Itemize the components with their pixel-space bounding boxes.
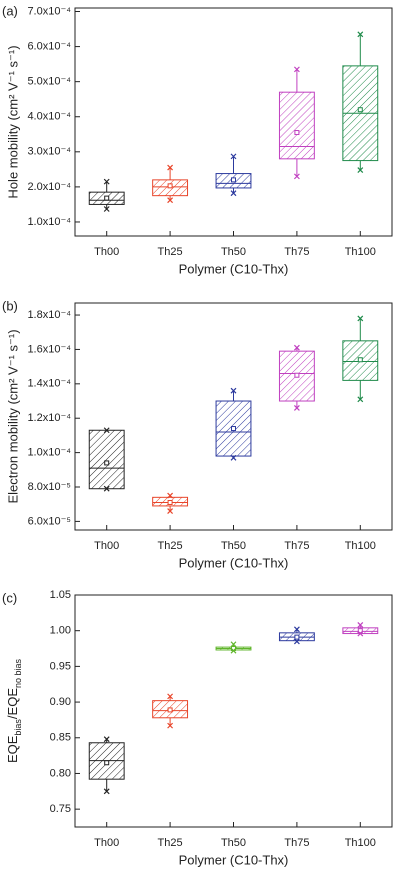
y-axis-label: EQEbias/EQEno bias bbox=[5, 658, 23, 763]
y-tick-label: 0.95 bbox=[50, 660, 71, 672]
y-tick-label: 6.0x10⁻⁴ bbox=[27, 40, 71, 52]
mean bbox=[294, 130, 300, 136]
extreme-marker bbox=[357, 396, 364, 403]
y-axis-label-part: EQE bbox=[5, 735, 20, 763]
y-tick-label: 1.2x10⁻⁴ bbox=[27, 412, 71, 424]
x-tick-label: Th00 bbox=[94, 837, 119, 849]
extreme-marker bbox=[230, 647, 237, 654]
extreme-marker bbox=[230, 153, 237, 160]
mean bbox=[167, 499, 173, 505]
y-tick-label: 3.0x10⁻⁴ bbox=[27, 146, 71, 158]
y-tick-label: 1.0x10⁻⁴ bbox=[27, 216, 71, 228]
extreme-marker bbox=[103, 427, 110, 434]
y-tick-label: 1.0x10⁻⁴ bbox=[27, 447, 71, 459]
x-tick-label: Th75 bbox=[284, 540, 309, 552]
mean bbox=[104, 195, 110, 201]
box bbox=[278, 91, 315, 160]
box bbox=[88, 429, 125, 490]
y-tick-label: 0.80 bbox=[50, 767, 71, 779]
y-axis-label-part: no bias bbox=[13, 658, 23, 688]
panel-label: (c) bbox=[2, 590, 17, 605]
extreme-marker bbox=[357, 630, 364, 637]
extreme-marker bbox=[293, 66, 300, 73]
extreme-marker bbox=[293, 173, 300, 180]
x-axis-label: Polymer (C10-Thx) bbox=[179, 852, 289, 867]
x-tick-label: Th25 bbox=[158, 540, 183, 552]
y-axis-label-part: bias bbox=[13, 719, 23, 736]
extreme-marker bbox=[167, 492, 174, 499]
x-axis-label: Polymer (C10-Thx) bbox=[179, 261, 289, 276]
extreme-marker bbox=[230, 641, 237, 648]
mean bbox=[357, 107, 363, 113]
x-tick-label: Th25 bbox=[158, 837, 183, 849]
extreme-marker bbox=[293, 344, 300, 351]
panel-label: (a) bbox=[2, 3, 18, 18]
y-axis-label: Electron mobility (cm² V⁻¹ s⁻¹) bbox=[5, 329, 20, 503]
mean bbox=[104, 760, 110, 766]
y-tick-label: 0.75 bbox=[50, 803, 71, 815]
mean bbox=[231, 426, 236, 432]
extreme-marker bbox=[103, 736, 110, 743]
extreme-marker bbox=[230, 190, 237, 197]
x-tick-label: Th25 bbox=[158, 246, 183, 258]
extreme-marker bbox=[357, 167, 364, 173]
x-tick-label: Th75 bbox=[284, 246, 309, 258]
x-tick-label: Th75 bbox=[284, 837, 309, 849]
x-tick-label: Th50 bbox=[221, 246, 246, 258]
mean bbox=[294, 372, 300, 378]
extreme-marker bbox=[103, 485, 110, 492]
x-tick-label: Th50 bbox=[221, 540, 246, 552]
mean bbox=[294, 634, 300, 640]
extreme-marker bbox=[103, 788, 110, 795]
x-tick-label: Th50 bbox=[221, 837, 246, 849]
mean bbox=[104, 460, 110, 466]
extreme-marker bbox=[293, 626, 300, 633]
mean bbox=[167, 183, 173, 189]
y-tick-label: 1.05 bbox=[50, 589, 71, 601]
mean bbox=[357, 628, 363, 634]
x-axis-label: Polymer (C10-Thx) bbox=[179, 555, 289, 570]
mean bbox=[231, 177, 236, 183]
mean bbox=[357, 357, 363, 363]
y-tick-label: 1.8x10⁻⁴ bbox=[27, 309, 71, 321]
extreme-marker bbox=[167, 197, 174, 204]
mean bbox=[167, 707, 173, 713]
extreme-marker bbox=[167, 164, 174, 171]
extreme-marker bbox=[230, 454, 237, 461]
y-tick-label: 0.90 bbox=[50, 696, 71, 708]
y-tick-label: 4.0x10⁻⁴ bbox=[27, 111, 71, 123]
y-tick-label: 7.0x10⁻⁴ bbox=[27, 5, 71, 17]
extreme-marker bbox=[103, 178, 110, 185]
x-tick-label: Th00 bbox=[94, 540, 119, 552]
extreme-marker bbox=[293, 404, 300, 411]
x-tick-label: Th00 bbox=[94, 246, 119, 258]
y-tick-label: 0.85 bbox=[50, 732, 71, 744]
extreme-marker bbox=[357, 315, 364, 322]
y-tick-label: 1.00 bbox=[50, 625, 71, 637]
panel-label: (b) bbox=[2, 298, 18, 313]
extreme-marker bbox=[167, 722, 174, 729]
x-tick-label: Th100 bbox=[345, 246, 376, 258]
y-tick-label: 2.0x10⁻⁴ bbox=[27, 181, 71, 193]
y-tick-label: 1.6x10⁻⁴ bbox=[27, 343, 71, 355]
extreme-marker bbox=[293, 638, 300, 645]
y-tick-label: 6.0x10⁻⁵ bbox=[28, 515, 71, 527]
extreme-marker bbox=[167, 508, 174, 515]
x-tick-label: Th100 bbox=[345, 540, 376, 552]
y-tick-label: 5.0x10⁻⁴ bbox=[27, 76, 71, 88]
y-axis-label: Hole mobility (cm² V⁻¹ s⁻¹) bbox=[5, 45, 20, 198]
extreme-marker bbox=[357, 31, 364, 38]
y-tick-label: 1.4x10⁻⁴ bbox=[27, 378, 71, 390]
extreme-marker bbox=[167, 693, 174, 700]
extreme-marker bbox=[230, 387, 237, 394]
y-axis-label-part: /EQE bbox=[5, 688, 20, 719]
x-tick-label: Th100 bbox=[345, 837, 376, 849]
extreme-marker bbox=[357, 622, 364, 628]
extreme-marker bbox=[103, 206, 110, 212]
y-tick-label: 8.0x10⁻⁵ bbox=[28, 481, 71, 493]
